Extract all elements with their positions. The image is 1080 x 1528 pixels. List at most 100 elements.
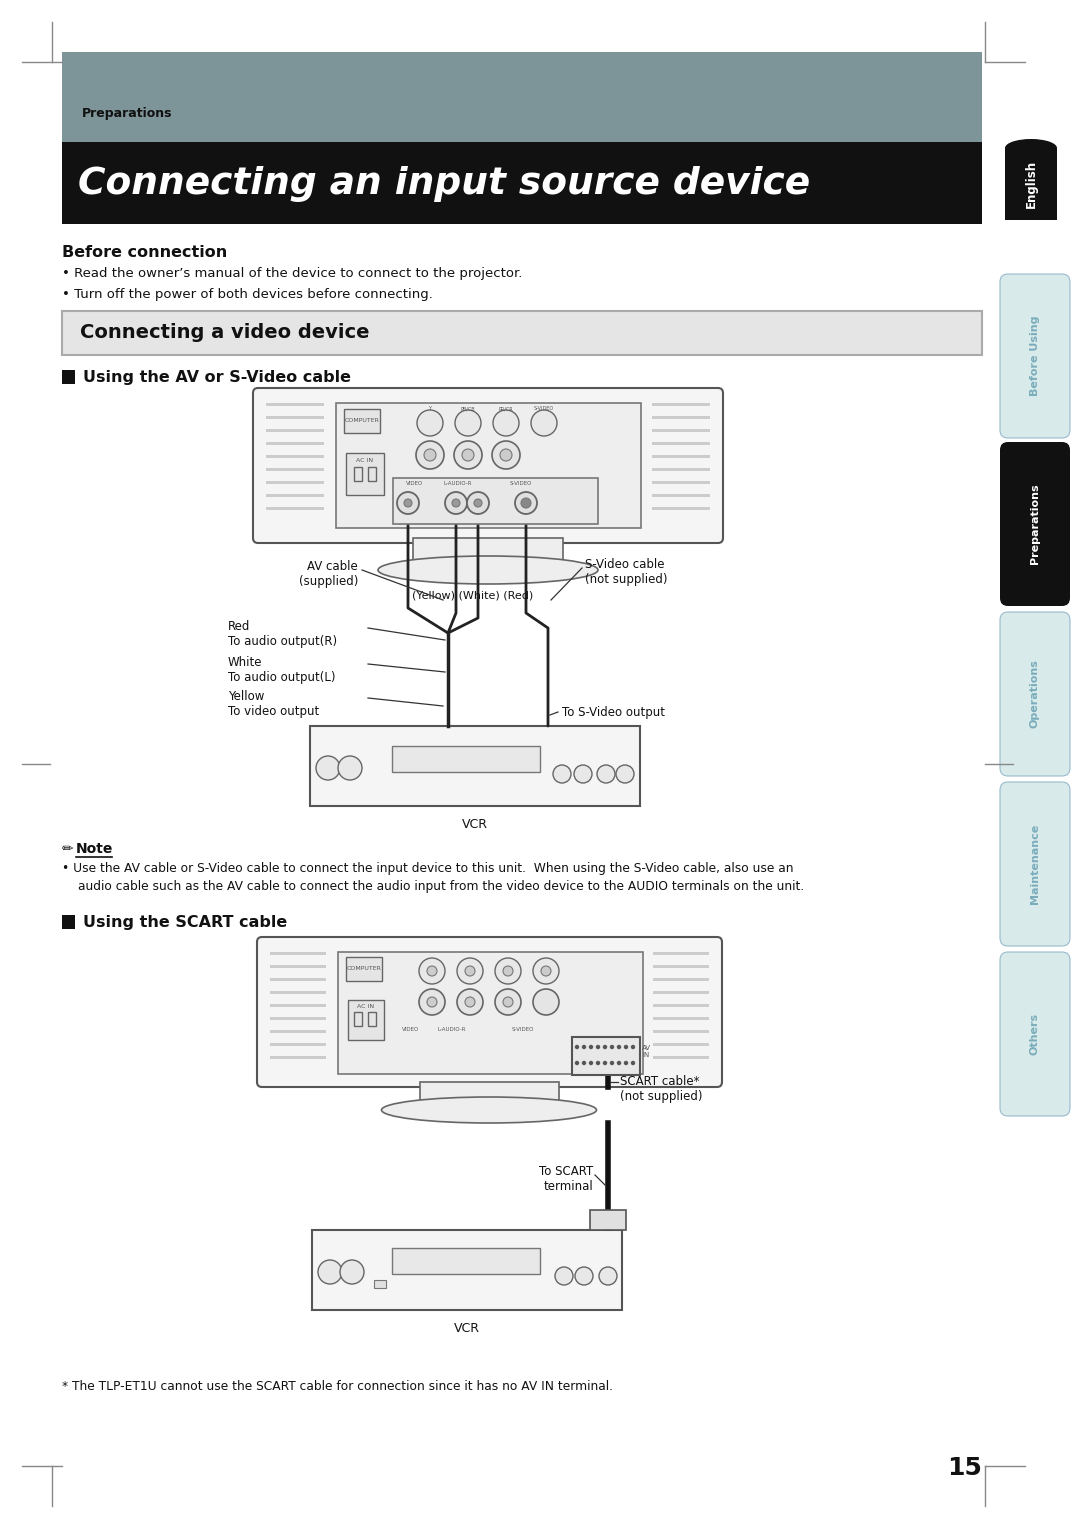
FancyBboxPatch shape <box>1000 442 1070 607</box>
Text: To S-Video output: To S-Video output <box>562 706 665 720</box>
Circle shape <box>424 449 436 461</box>
Circle shape <box>397 492 419 513</box>
Bar <box>266 416 324 419</box>
Circle shape <box>631 1060 635 1065</box>
Bar <box>374 1280 386 1288</box>
Bar <box>270 1044 326 1047</box>
Bar <box>1005 148 1057 220</box>
FancyBboxPatch shape <box>1000 613 1070 776</box>
Bar <box>270 952 326 955</box>
Circle shape <box>455 410 481 435</box>
Text: VCR: VCR <box>462 817 488 831</box>
Circle shape <box>417 410 443 435</box>
Text: S-VIDEO: S-VIDEO <box>510 481 532 486</box>
Circle shape <box>316 756 340 779</box>
Circle shape <box>589 1045 593 1050</box>
Text: Connecting a video device: Connecting a video device <box>80 324 369 342</box>
Text: To SCART
terminal: To SCART terminal <box>539 1164 593 1193</box>
Bar <box>653 1056 708 1059</box>
Circle shape <box>453 500 460 507</box>
Bar <box>345 410 380 432</box>
Circle shape <box>610 1045 615 1050</box>
Bar <box>368 1012 376 1025</box>
Circle shape <box>534 958 559 984</box>
Circle shape <box>416 442 444 469</box>
Bar <box>270 1030 326 1033</box>
Text: VIDEO: VIDEO <box>402 1027 419 1031</box>
Bar <box>346 957 382 981</box>
Bar <box>348 999 384 1041</box>
Bar <box>652 416 710 419</box>
Circle shape <box>597 766 615 782</box>
Circle shape <box>617 1045 621 1050</box>
Circle shape <box>503 966 513 976</box>
Bar <box>652 455 710 458</box>
Text: L-AUDIO-R: L-AUDIO-R <box>437 1027 465 1031</box>
Bar <box>354 468 362 481</box>
Text: * The TLP-ET1U cannot use the SCART cable for connection since it has no AV IN t: * The TLP-ET1U cannot use the SCART cabl… <box>62 1380 613 1394</box>
Circle shape <box>500 449 512 461</box>
Text: Before connection: Before connection <box>62 244 227 260</box>
Bar <box>653 1018 708 1021</box>
Text: S-VIDEO: S-VIDEO <box>534 406 554 411</box>
FancyBboxPatch shape <box>1000 952 1070 1115</box>
FancyBboxPatch shape <box>257 937 723 1086</box>
Text: AC IN: AC IN <box>356 458 374 463</box>
Bar <box>336 403 642 529</box>
Text: Note: Note <box>76 842 113 856</box>
Text: (Yellow) (White) (Red): (Yellow) (White) (Red) <box>413 591 534 601</box>
Circle shape <box>603 1060 607 1065</box>
Text: Others: Others <box>1030 1013 1040 1054</box>
Circle shape <box>603 1045 607 1050</box>
Bar <box>270 978 326 981</box>
Ellipse shape <box>381 1097 596 1123</box>
Text: SCART cable*
(not supplied): SCART cable* (not supplied) <box>620 1076 702 1103</box>
Bar <box>652 507 710 510</box>
Circle shape <box>457 989 483 1015</box>
Bar <box>270 992 326 995</box>
Text: PR/CR: PR/CR <box>499 406 513 411</box>
Bar <box>270 1004 326 1007</box>
Bar <box>346 452 384 495</box>
Bar <box>270 1056 326 1059</box>
Bar <box>266 481 324 484</box>
Circle shape <box>454 442 482 469</box>
Circle shape <box>492 442 519 469</box>
Circle shape <box>616 766 634 782</box>
Circle shape <box>575 1267 593 1285</box>
Bar <box>62 915 75 929</box>
Text: • Read the owner’s manual of the device to connect to the projector.: • Read the owner’s manual of the device … <box>62 267 523 280</box>
Bar <box>62 142 982 225</box>
Circle shape <box>555 1267 573 1285</box>
Circle shape <box>495 958 521 984</box>
Text: English: English <box>1025 160 1038 208</box>
Text: VIDEO: VIDEO <box>406 481 423 486</box>
Text: PB/CB: PB/CB <box>461 406 475 411</box>
Bar <box>266 455 324 458</box>
Text: COMPUTER: COMPUTER <box>345 419 379 423</box>
Circle shape <box>553 766 571 782</box>
Circle shape <box>318 1261 342 1284</box>
Circle shape <box>521 498 531 507</box>
Bar <box>652 403 710 406</box>
Text: audio cable such as the AV cable to connect the audio input from the video devic: audio cable such as the AV cable to conn… <box>78 880 805 892</box>
Circle shape <box>467 492 489 513</box>
Circle shape <box>573 766 592 782</box>
Circle shape <box>445 492 467 513</box>
FancyBboxPatch shape <box>1000 782 1070 946</box>
Circle shape <box>596 1060 600 1065</box>
Bar <box>420 1082 559 1109</box>
Text: Connecting an input source device: Connecting an input source device <box>78 167 810 202</box>
Bar <box>62 52 982 142</box>
Circle shape <box>582 1060 586 1065</box>
Text: White
To audio output(L): White To audio output(L) <box>228 656 336 685</box>
Text: Operations: Operations <box>1030 660 1040 729</box>
Ellipse shape <box>378 556 598 584</box>
Circle shape <box>474 500 482 507</box>
Text: AC IN: AC IN <box>357 1004 375 1008</box>
Bar <box>393 478 598 524</box>
Circle shape <box>419 958 445 984</box>
Circle shape <box>599 1267 617 1285</box>
Bar <box>312 1230 622 1309</box>
Bar <box>368 468 376 481</box>
